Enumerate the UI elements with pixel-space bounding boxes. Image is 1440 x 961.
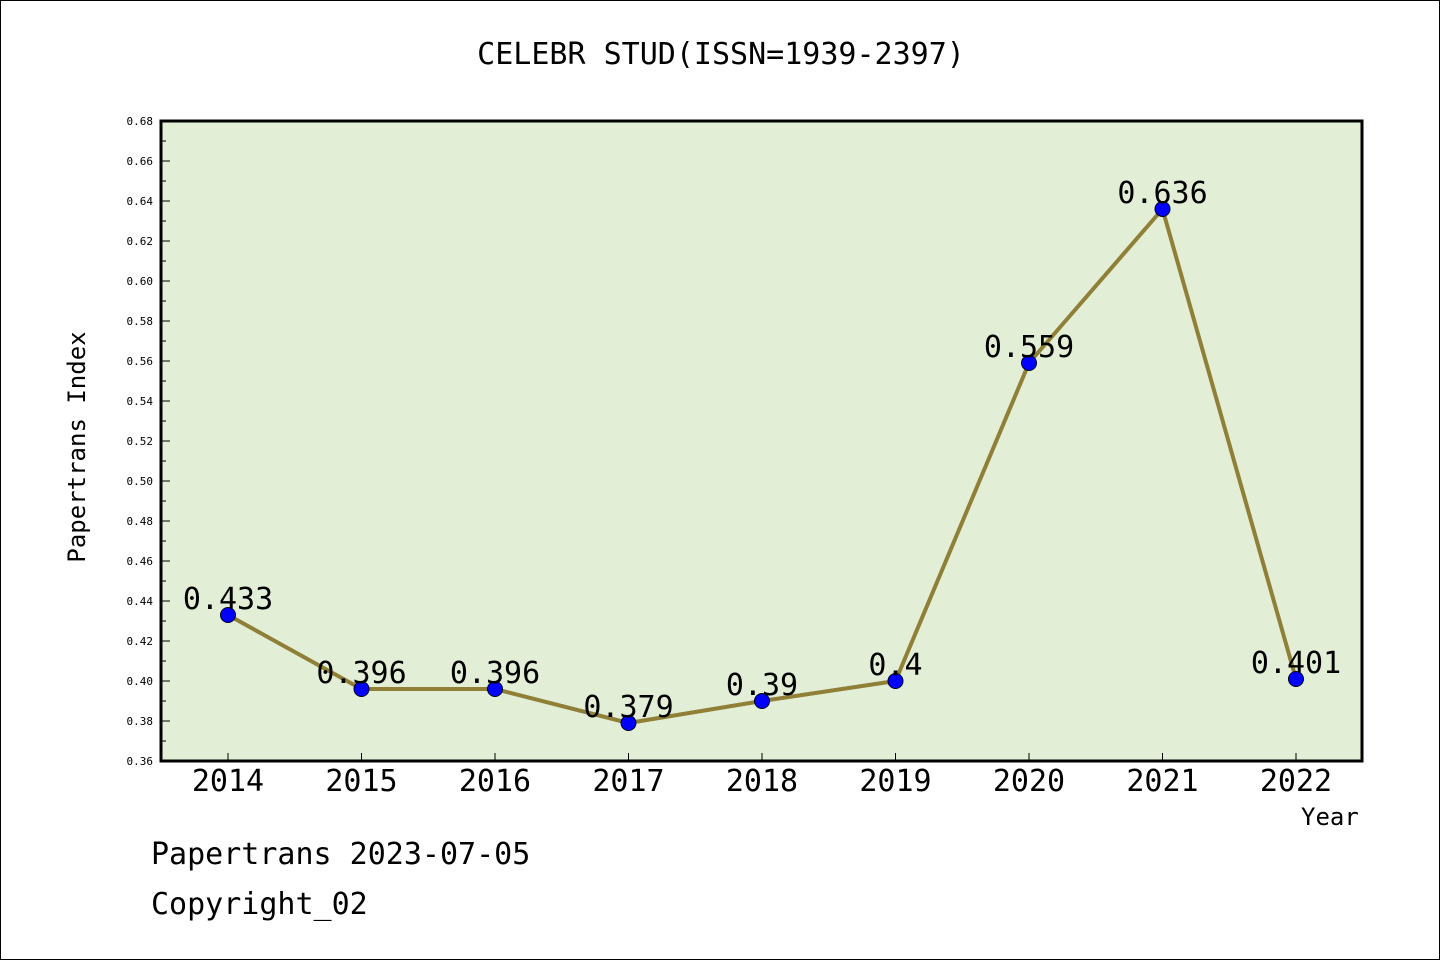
data-label: 0.4 bbox=[868, 648, 922, 683]
data-label: 0.39 bbox=[726, 668, 798, 703]
x-axis-label: Year bbox=[1301, 803, 1359, 831]
y-tick-label: 0.44 bbox=[127, 595, 154, 608]
data-label: 0.401 bbox=[1251, 646, 1341, 681]
x-tick-label: 2015 bbox=[325, 764, 397, 799]
y-tick-label: 0.48 bbox=[127, 515, 154, 528]
x-tick-label: 2021 bbox=[1126, 764, 1198, 799]
x-tick-label: 2022 bbox=[1260, 764, 1332, 799]
data-point bbox=[1288, 671, 1304, 687]
y-tick-label: 0.50 bbox=[127, 475, 154, 488]
data-point bbox=[754, 693, 770, 709]
data-point bbox=[887, 673, 904, 689]
plot-border bbox=[159, 119, 1364, 763]
data-label: 0.636 bbox=[1117, 176, 1207, 211]
footer-date: Papertrans 2023-07-05 bbox=[151, 837, 531, 872]
chart-title: CELEBR STUD(ISSN=1939-2397) bbox=[477, 37, 965, 72]
y-tick-label: 0.40 bbox=[127, 675, 154, 688]
x-tick-label: 2020 bbox=[993, 764, 1065, 799]
data-label: 0.396 bbox=[450, 656, 540, 691]
data-point bbox=[353, 681, 370, 697]
y-tick-label: 0.54 bbox=[127, 395, 154, 408]
data-label: 0.396 bbox=[316, 656, 406, 691]
y-tick-label: 0.68 bbox=[127, 115, 154, 128]
y-tick-label: 0.66 bbox=[127, 155, 154, 168]
data-label: 0.559 bbox=[984, 330, 1074, 365]
y-tick-label: 0.58 bbox=[127, 315, 154, 328]
data-point bbox=[220, 607, 236, 623]
plot-area bbox=[161, 121, 1362, 761]
x-tick-label: 2014 bbox=[192, 764, 264, 799]
data-point bbox=[1021, 355, 1037, 371]
y-tick-label: 0.56 bbox=[127, 355, 154, 368]
y-tick-label: 0.64 bbox=[127, 195, 154, 208]
x-tick-label: 2017 bbox=[592, 764, 664, 799]
data-point bbox=[620, 715, 637, 731]
data-label: 0.433 bbox=[183, 582, 273, 617]
footer-copyright: Copyright_02 bbox=[151, 887, 368, 922]
x-tick-label: 2016 bbox=[459, 764, 531, 799]
x-tick-label: 2018 bbox=[726, 764, 798, 799]
x-tick-label: 2019 bbox=[859, 764, 931, 799]
y-tick-label: 0.62 bbox=[127, 235, 154, 248]
data-label: 0.379 bbox=[583, 690, 673, 725]
y-tick-label: 0.52 bbox=[127, 435, 154, 448]
y-tick-label: 0.60 bbox=[127, 275, 154, 288]
y-tick-label: 0.38 bbox=[127, 715, 154, 728]
y-tick-label: 0.42 bbox=[127, 635, 154, 648]
y-tick-label: 0.36 bbox=[127, 755, 154, 768]
data-point bbox=[487, 681, 503, 697]
data-point bbox=[1154, 201, 1171, 217]
y-tick-label: 0.46 bbox=[127, 555, 154, 568]
